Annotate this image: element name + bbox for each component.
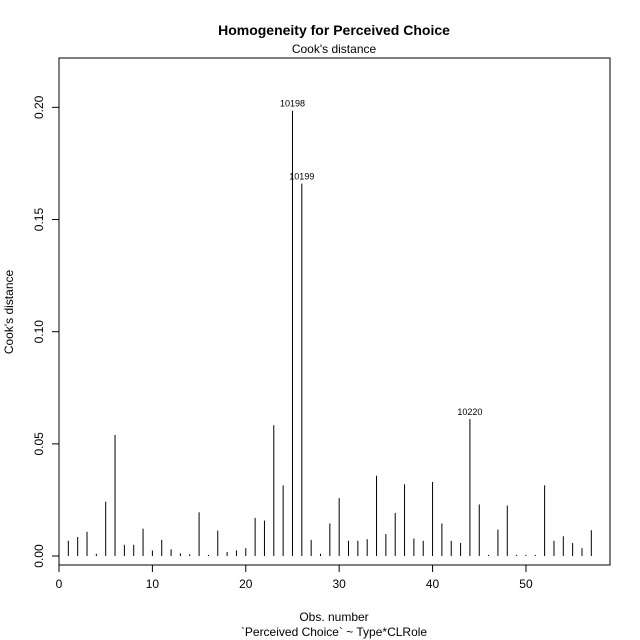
y-axis-label: Cook's distance bbox=[2, 270, 16, 355]
annotation-label: 10220 bbox=[457, 407, 482, 417]
x-tick-label: 10 bbox=[146, 577, 160, 591]
x-tick-label: 30 bbox=[332, 577, 346, 591]
y-tick-label: 0.05 bbox=[32, 432, 46, 456]
y-tick-label: 0.00 bbox=[32, 544, 46, 568]
x-tick-label: 20 bbox=[239, 577, 253, 591]
annotation-label: 10198 bbox=[280, 99, 305, 109]
y-tick-label: 0.20 bbox=[32, 95, 46, 119]
x-axis-label-formula: `Perceived Choice` ~ Type*CLRole bbox=[241, 625, 428, 639]
bar-series bbox=[67, 110, 592, 557]
x-axis-label: Obs. number bbox=[299, 610, 368, 624]
plot-frame bbox=[58, 57, 611, 566]
chart-subtitle: Cook's distance bbox=[292, 42, 377, 56]
x-tick-label: 40 bbox=[426, 577, 440, 591]
x-axis: 0 10 20 30 40 50 bbox=[56, 564, 533, 591]
y-tick-label: 0.10 bbox=[32, 320, 46, 344]
y-axis: 0.00 0.05 0.10 0.15 0.20 bbox=[32, 95, 60, 568]
point-annotations: 10198 10199 10220 bbox=[280, 99, 482, 417]
annotation-label: 10199 bbox=[289, 172, 314, 182]
x-tick-label: 0 bbox=[56, 577, 63, 591]
chart-title: Homogeneity for Perceived Choice bbox=[218, 22, 450, 38]
x-tick-label: 50 bbox=[519, 577, 533, 591]
y-tick-label: 0.15 bbox=[32, 208, 46, 232]
